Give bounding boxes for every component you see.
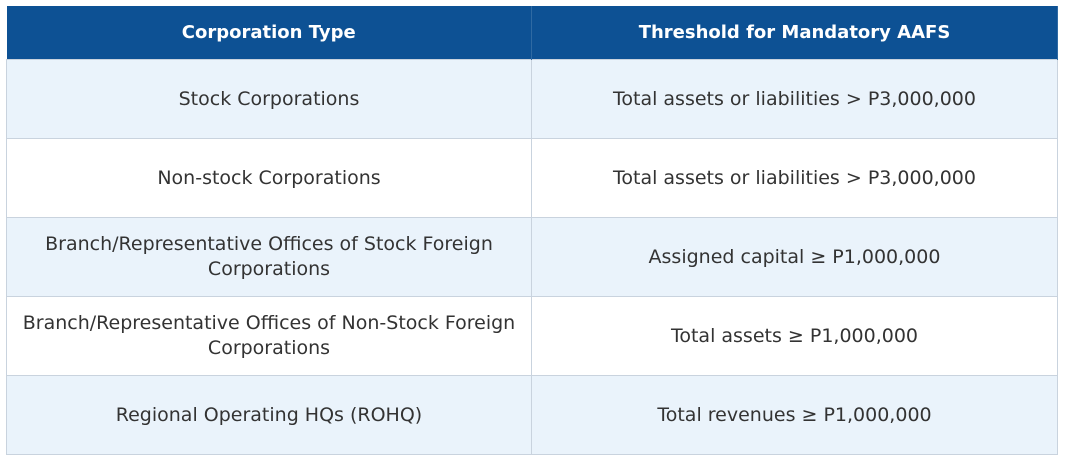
table-cell: Regional Operating HQs (ROHQ)	[6, 375, 532, 455]
header-row: Corporation Type Threshold for Mandatory…	[6, 6, 1058, 60]
table-cell: Stock Corporations	[6, 59, 532, 139]
table-row: Non-stock Corporations Total assets or li…	[6, 138, 1058, 218]
table-cell: Non-stock Corporations	[6, 138, 532, 218]
table-row: Stock Corporations Total assets or liabil…	[6, 59, 1058, 139]
table-row: Branch/Representative Offices of Stock F…	[6, 217, 1058, 297]
table-cell: Total assets or liabilities > P3,000,000	[531, 138, 1058, 218]
table-cell: Total revenues ≥ P1,000,000	[531, 375, 1058, 455]
table-cell: Branch/Representative Offices of Stock F…	[6, 217, 532, 297]
table-cell: Assigned capital ≥ P1,000,000	[531, 217, 1058, 297]
table-cell: Branch/Representative Offices of Non-Sto…	[6, 296, 532, 376]
table-cell: Total assets ≥ P1,000,000	[531, 296, 1058, 376]
header-cell: Threshold for Mandatory AAFS	[531, 6, 1058, 60]
table-row: Regional Operating HQs (ROHQ) Total reven…	[6, 375, 1058, 455]
header-cell: Corporation Type	[6, 6, 532, 60]
table-row: Branch/Representative Offices of Non-Sto…	[6, 296, 1058, 376]
table-cell: Total assets or liabilities > P3,000,000	[531, 59, 1058, 139]
aafs-table: Corporation Type Threshold for Mandatory…	[6, 6, 1058, 455]
